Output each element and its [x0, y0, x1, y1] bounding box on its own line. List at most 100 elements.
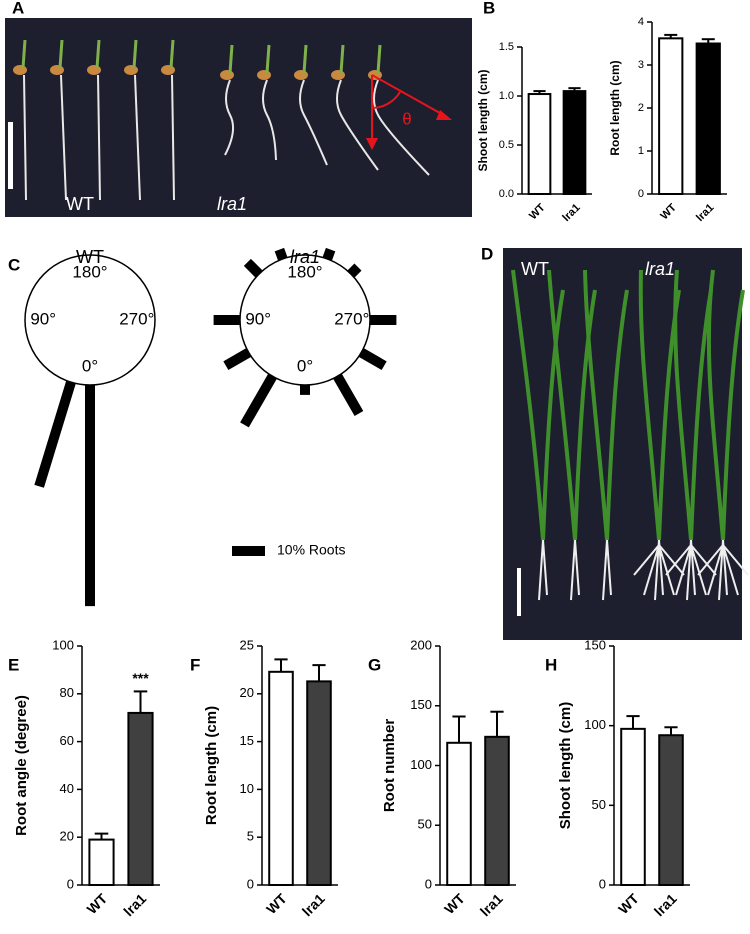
shoot [265, 44, 271, 74]
shoot [339, 44, 345, 74]
root [299, 79, 328, 166]
roots [665, 539, 717, 601]
polar-bar [347, 263, 362, 278]
y-axis-label: Root angle (degree) [13, 695, 30, 836]
seed [161, 65, 175, 75]
angle-arc [371, 91, 401, 109]
arrow-head [436, 110, 452, 120]
panel-letter: D [481, 244, 493, 263]
polar-bar [322, 247, 336, 261]
y-axis-label: Root length (cm) [608, 60, 622, 155]
bar [562, 90, 587, 195]
y-tick-label: 50 [592, 797, 606, 812]
shoot [95, 39, 101, 69]
arrow-head [366, 138, 378, 150]
panel-letter: C [8, 255, 20, 274]
root [23, 74, 27, 201]
y-tick-label: 80 [60, 685, 74, 700]
y-tick-label: 1.5 [499, 41, 514, 53]
seed [257, 70, 271, 80]
photo-label: lra1 [645, 259, 675, 279]
photo-label: WT [66, 194, 94, 214]
seed [50, 65, 64, 75]
roots [602, 539, 612, 601]
y-tick-label: 60 [60, 733, 74, 748]
root [373, 79, 430, 176]
roots [570, 539, 580, 601]
photo-label: WT [521, 259, 549, 279]
panel-letter: E [8, 655, 19, 674]
y-tick-label: 0.5 [499, 139, 514, 151]
bar [446, 741, 472, 886]
y-tick-label: 0.0 [499, 188, 514, 200]
root [134, 74, 141, 201]
x-tick-label: lra1 [694, 202, 716, 224]
y-tick-label: 1.0 [499, 90, 514, 102]
panel-letter: F [190, 655, 200, 674]
plant [511, 269, 565, 541]
y-tick-label: 0 [247, 876, 254, 891]
x-tick-label: lra1 [560, 202, 582, 224]
roots [633, 539, 685, 601]
y-tick-label: 15 [240, 733, 254, 748]
x-tick-label: WT [263, 890, 290, 917]
seed [87, 65, 101, 75]
x-tick-label: lra1 [299, 890, 328, 919]
plant [547, 269, 597, 541]
y-tick-label: 200 [410, 637, 432, 652]
y-tick-label: 20 [240, 685, 254, 700]
scale-bar [8, 122, 13, 189]
shoot [376, 44, 382, 74]
plant [706, 269, 745, 541]
bar [695, 42, 721, 195]
bar [620, 727, 646, 886]
angle-symbol: θ [402, 109, 411, 128]
angle-label: 180° [287, 263, 322, 282]
photo-background [5, 18, 472, 217]
root [224, 79, 235, 156]
y-tick-label: 3 [638, 59, 644, 71]
scale-label: 10% Roots [277, 542, 345, 558]
bar [484, 735, 510, 886]
angle-label: 0° [297, 356, 313, 375]
roots [538, 539, 548, 601]
shoot [228, 44, 234, 74]
seed [331, 70, 345, 80]
polar-title: lra1 [290, 247, 320, 267]
y-axis-label: Shoot length (cm) [557, 702, 574, 830]
y-tick-label: 150 [410, 697, 432, 712]
y-tick-label: 100 [410, 757, 432, 772]
polar-bar [240, 373, 277, 428]
x-tick-label: WT [615, 890, 642, 917]
y-tick-label: 4 [638, 16, 644, 28]
y-tick-label: 50 [418, 817, 432, 832]
root [336, 79, 379, 171]
angle-label: 270° [119, 309, 154, 328]
x-tick-label: lra1 [120, 890, 149, 919]
x-tick-label: WT [658, 201, 679, 222]
y-axis-label: Root length (cm) [203, 706, 220, 825]
shoot [132, 39, 138, 69]
y-axis-label: Shoot length (cm) [476, 70, 490, 172]
y-tick-label: 0 [638, 188, 644, 200]
bar [268, 670, 294, 887]
bar [658, 734, 684, 887]
seed [13, 65, 27, 75]
arrow [371, 74, 448, 118]
bar [306, 680, 332, 887]
y-tick-label: 0 [599, 876, 606, 891]
polar-bar [333, 373, 364, 416]
bar [527, 93, 552, 195]
root [60, 74, 67, 201]
shoot [302, 44, 308, 74]
y-tick-label: 10 [240, 781, 254, 796]
root [262, 79, 277, 161]
seed [124, 65, 138, 75]
scale-bar [517, 568, 521, 616]
photo-label: lra1 [217, 194, 247, 214]
bar [658, 37, 684, 196]
plant [583, 269, 629, 541]
bar [127, 711, 154, 886]
root [97, 74, 101, 201]
